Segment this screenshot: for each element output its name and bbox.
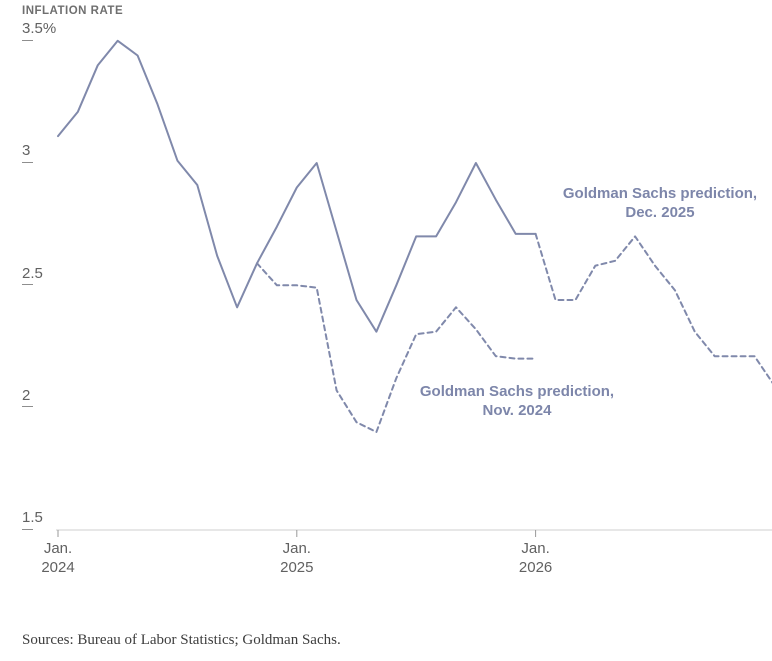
- chart-title: INFLATION RATE: [22, 5, 124, 17]
- annotation-line-2: Nov. 2024: [482, 401, 552, 419]
- source-note: Sources: Bureau of Labor Statistics; Gol…: [22, 632, 341, 648]
- series-line-nov-2024-dashed: [256, 262, 537, 433]
- y-axis-label-1.5: 1.5: [22, 509, 43, 530]
- annotation-dec-2025-prediction: Goldman Sachs prediction, Dec. 2025: [548, 185, 772, 223]
- y-tick-mark: [22, 39, 33, 41]
- x-axis-label-2024: Jan. 2024: [41, 540, 75, 576]
- y-axis-label-3: 3: [22, 143, 33, 163]
- y-axis-label-2: 2: [22, 387, 33, 408]
- y-tick-mark: [22, 284, 33, 285]
- x-axis-label-2025: Jan. 2025: [280, 540, 314, 576]
- y-tick-mark: [22, 161, 33, 163]
- y-axis-label-3.5: 3.5%: [22, 20, 56, 41]
- series-line-dec-2025-dashed: [534, 232, 772, 384]
- annotation-line-1: Goldman Sachs prediction,: [562, 185, 758, 202]
- x-axis-label-2026: Jan. 2026: [518, 540, 553, 576]
- chart-plot-area: [56, 39, 772, 537]
- y-tick-mark: [22, 406, 33, 408]
- annotation-nov-2024-prediction: Goldman Sachs prediction, Nov. 2024: [405, 383, 629, 421]
- y-axis-label-2.5: 2.5: [22, 265, 43, 285]
- annotation-line-2: Dec. 2025: [625, 203, 695, 221]
- annotation-line-1: Goldman Sachs prediction,: [419, 383, 615, 400]
- y-tick-mark: [22, 528, 33, 530]
- series-line-dec-2025-solid: [57, 39, 537, 333]
